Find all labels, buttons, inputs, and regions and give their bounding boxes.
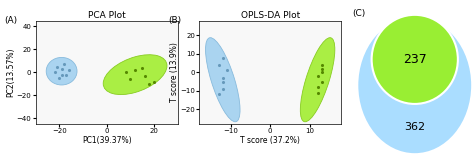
Text: (A): (A) [4, 15, 18, 24]
Point [58, 68, 65, 70]
X-axis label: T score (37.2%): T score (37.2%) [240, 136, 300, 145]
Ellipse shape [357, 16, 472, 154]
Ellipse shape [206, 38, 240, 122]
Point [60, 63, 68, 66]
Text: (B): (B) [168, 15, 181, 24]
Title: OPLS-DA Plot: OPLS-DA Plot [240, 11, 300, 20]
Point [53, 65, 61, 68]
Point [146, 83, 153, 85]
Point [314, 86, 321, 88]
Point [219, 77, 227, 79]
Text: 362: 362 [404, 122, 425, 132]
Point [127, 78, 134, 80]
Ellipse shape [46, 57, 77, 85]
Point [223, 69, 230, 72]
Point [215, 64, 223, 66]
X-axis label: PC1(39.37%): PC1(39.37%) [82, 136, 131, 145]
Point [55, 77, 63, 79]
Point [131, 69, 139, 71]
Point [58, 73, 65, 76]
Point [219, 56, 227, 59]
Point [314, 75, 321, 77]
Legend: Healthy, Diarheic: Healthy, Diarheic [70, 156, 143, 159]
Point [51, 71, 58, 74]
Text: (C): (C) [353, 9, 366, 18]
Point [141, 75, 148, 77]
Point [219, 88, 227, 90]
Point [150, 80, 158, 83]
Text: 237: 237 [403, 53, 427, 66]
Point [318, 80, 325, 83]
Ellipse shape [103, 55, 167, 95]
Point [138, 66, 146, 69]
Y-axis label: PC2(13.57%): PC2(13.57%) [6, 48, 15, 97]
Title: PCA Plot: PCA Plot [88, 11, 126, 20]
Point [215, 93, 223, 96]
Point [122, 71, 129, 74]
Ellipse shape [372, 15, 458, 104]
Y-axis label: T score (13.9%): T score (13.9%) [170, 42, 179, 102]
Point [318, 71, 325, 74]
Point [63, 73, 70, 76]
Point [314, 91, 321, 94]
Legend: Healthy, Diarheic: Healthy, Diarheic [234, 156, 307, 159]
Ellipse shape [301, 38, 335, 122]
Point [219, 80, 227, 83]
Point [318, 67, 325, 70]
Point [65, 69, 73, 71]
Point [318, 64, 325, 66]
